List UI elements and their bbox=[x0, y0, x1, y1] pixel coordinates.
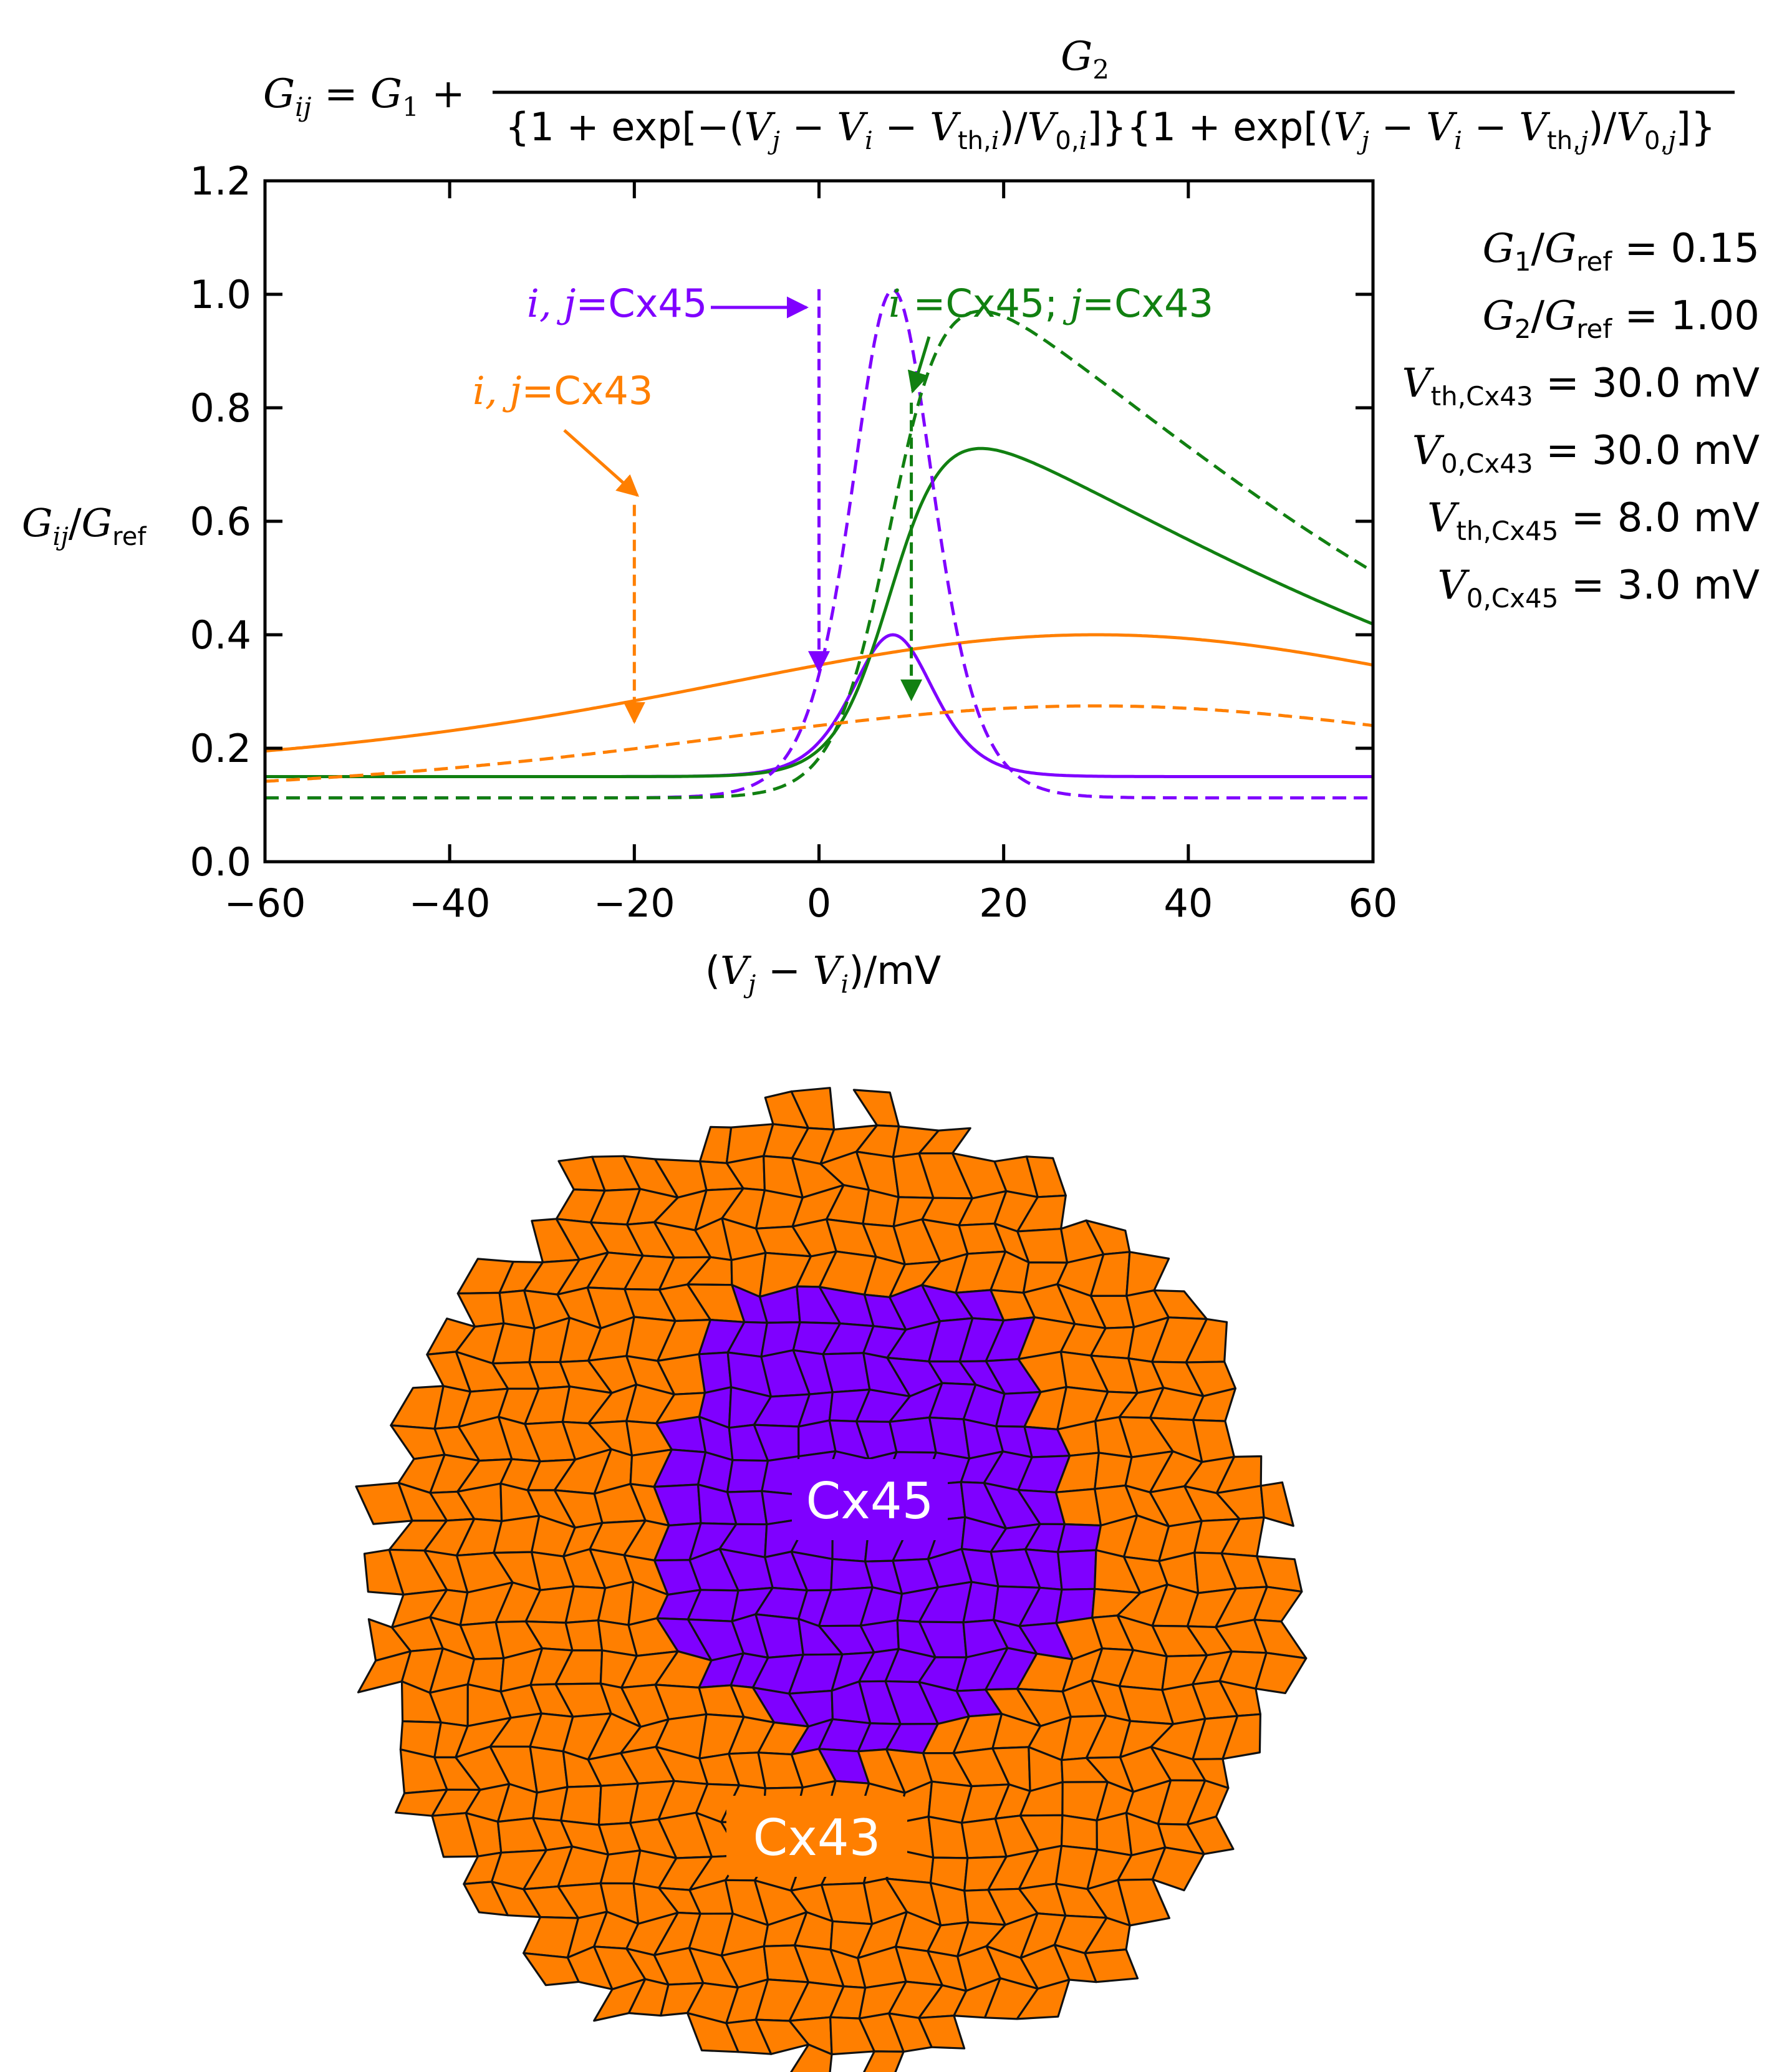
x-tick-label: 0 bbox=[807, 880, 831, 926]
tissue-cell bbox=[1125, 1251, 1170, 1297]
y-tick-label: 0.6 bbox=[190, 499, 251, 544]
tissue-cell bbox=[918, 2015, 966, 2050]
tissue-cell bbox=[1084, 1948, 1139, 1983]
equation-numerator: G2 bbox=[1061, 34, 1109, 85]
y-tick-label: 1.0 bbox=[190, 272, 251, 317]
x-tick-label: −60 bbox=[224, 880, 306, 926]
param-v0-cx43: V0,Cx43 = 30.0 mV bbox=[1412, 428, 1760, 479]
x-tick-label: 40 bbox=[1163, 880, 1213, 926]
x-axis-label: (Vj − Vi)/mV bbox=[705, 948, 941, 999]
parameter-list: G1/Gref = 0.15 G2/Gref = 1.00 Vth,Cx43 =… bbox=[1402, 226, 1760, 614]
x-tick-label: −40 bbox=[409, 880, 491, 926]
tissue-cell bbox=[1260, 1481, 1294, 1527]
y-tick-label: 0.0 bbox=[190, 839, 251, 885]
tissue-cell bbox=[1054, 1488, 1102, 1527]
tissue-cell bbox=[1056, 1549, 1097, 1591]
tissue-cell bbox=[1016, 1978, 1071, 2020]
tissue-cell bbox=[559, 1785, 602, 1826]
cx45-region-label: Cx45 bbox=[806, 1472, 934, 1530]
y-tick-label: 0.2 bbox=[190, 726, 251, 771]
annotation-layer bbox=[563, 289, 931, 725]
label-cx43-cx43: i, j=Cx43 bbox=[473, 368, 653, 413]
tissue-cell bbox=[1151, 1846, 1205, 1892]
x-tick-label: −20 bbox=[594, 880, 675, 926]
series-line bbox=[265, 288, 1373, 800]
tissue-cell bbox=[1255, 1652, 1308, 1694]
series-line bbox=[265, 309, 1374, 800]
param-g2: G2/Gref = 1.00 bbox=[1483, 293, 1760, 344]
series-line bbox=[265, 446, 1374, 778]
tick-layer: −60 −40 −20 0 20 40 60 0.0 0.2 0.4 0.6 0.8 1.0 1.2 bbox=[190, 158, 1397, 926]
tissue-cell bbox=[1117, 1878, 1171, 1927]
x-tick-label: 20 bbox=[979, 880, 1028, 926]
equation-denominator: {1 + exp[−(Vj − Vi − Vth,i)/V0,i]}{1 + e… bbox=[505, 104, 1715, 155]
series-line bbox=[264, 633, 1374, 753]
param-v0-cx45: V0,Cx45 = 3.0 mV bbox=[1438, 562, 1760, 614]
tissue-cell bbox=[889, 1416, 937, 1454]
tissue-cell bbox=[1060, 1814, 1099, 1851]
cx45-label-bg bbox=[792, 1459, 948, 1540]
tissue-cell bbox=[456, 1291, 505, 1328]
param-vth-cx43: Vth,Cx43 = 30.0 mV bbox=[1402, 360, 1760, 412]
series-line bbox=[264, 704, 1374, 783]
param-vth-cx45: Vth,Cx45 = 8.0 mV bbox=[1427, 495, 1760, 546]
conductance-plot: −60 −40 −20 0 20 40 60 0.0 0.2 0.4 0.6 0.8 1.0 1.2 (V… bbox=[22, 158, 1397, 999]
tissue-cell bbox=[790, 2043, 833, 2072]
y-tick-label: 0.8 bbox=[190, 385, 251, 431]
conductance-equation: Gij = G1 + G2 {1 + exp[−(Vj − Vi − Vth,i… bbox=[263, 34, 1735, 155]
tissue-diagram: Cx45 Cx43 bbox=[355, 1087, 1308, 2072]
x-tick-label: 60 bbox=[1349, 880, 1398, 926]
label-cx45-cx43: i =Cx45; j=Cx43 bbox=[889, 281, 1213, 326]
param-g1: G1/Gref = 0.15 bbox=[1483, 226, 1760, 277]
annotation-arrow bbox=[907, 336, 931, 394]
tissue-cells bbox=[355, 1087, 1308, 2072]
equation-lhs: Gij = G1 + bbox=[263, 71, 465, 122]
y-tick-label: 0.4 bbox=[190, 612, 251, 658]
label-cx45-cx45: i, j=Cx45 bbox=[527, 281, 707, 326]
tissue-cell bbox=[529, 1745, 569, 1794]
tissue-cell bbox=[1186, 1815, 1235, 1855]
annotation-arrow bbox=[563, 429, 639, 497]
y-axis-label: Gij/Gref bbox=[22, 500, 147, 551]
tissue-cell bbox=[1221, 1713, 1262, 1760]
tissue-cell bbox=[862, 1188, 900, 1228]
cx43-label-bg bbox=[726, 1796, 907, 1877]
tissue-cell bbox=[863, 2050, 905, 2072]
tissue-cell bbox=[698, 1351, 733, 1394]
tissue-cell bbox=[564, 1619, 604, 1652]
series-layer bbox=[264, 288, 1374, 800]
tissue-cell bbox=[852, 1089, 900, 1128]
tissue-cell bbox=[1056, 1523, 1102, 1553]
y-tick-label: 1.2 bbox=[190, 158, 251, 204]
cx43-region-label: Cx43 bbox=[753, 1809, 881, 1867]
